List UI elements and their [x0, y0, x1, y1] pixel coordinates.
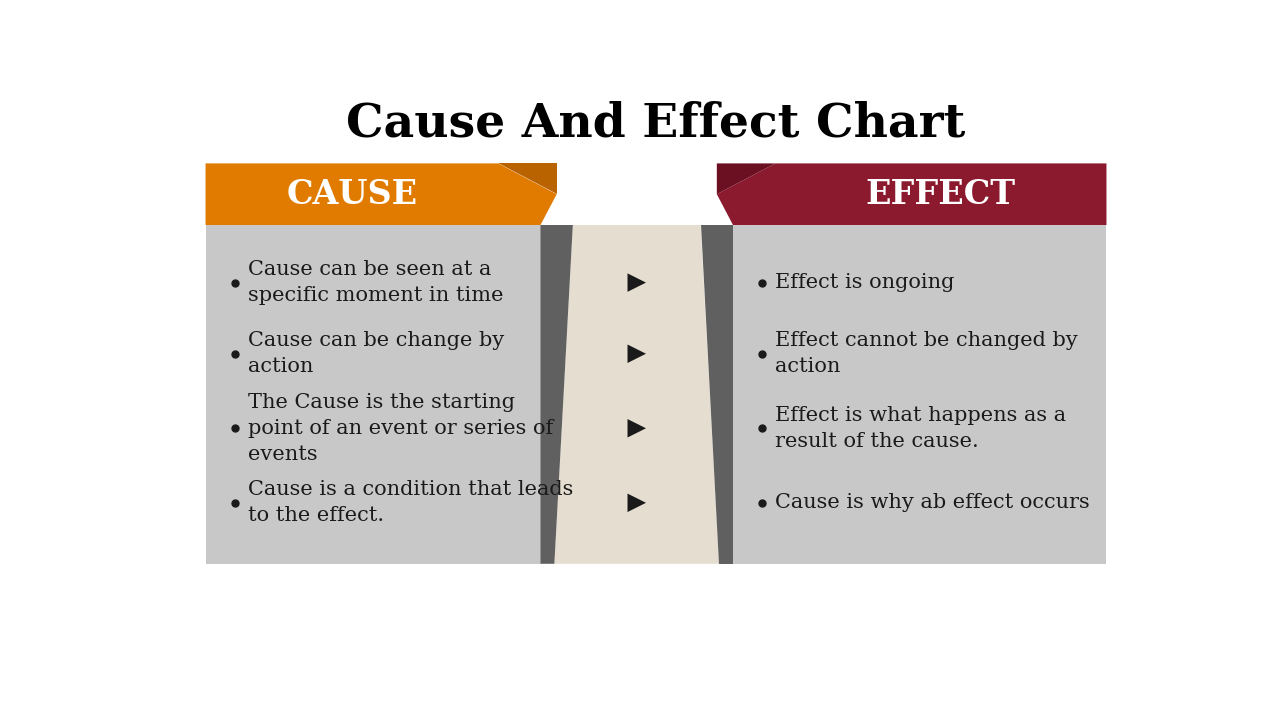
Text: The Cause is the starting
point of an event or series of
events: The Cause is the starting point of an ev… — [248, 393, 553, 464]
Text: Cause is a condition that leads
to the effect.: Cause is a condition that leads to the e… — [248, 480, 573, 525]
Text: CAUSE: CAUSE — [287, 178, 417, 211]
Polygon shape — [206, 225, 540, 564]
Polygon shape — [733, 225, 1106, 564]
Polygon shape — [627, 419, 646, 438]
Text: Cause can be seen at a
specific moment in time: Cause can be seen at a specific moment i… — [248, 260, 503, 305]
Polygon shape — [498, 163, 557, 194]
Text: Effect cannot be changed by
action: Effect cannot be changed by action — [776, 331, 1078, 376]
Polygon shape — [717, 163, 776, 194]
Polygon shape — [627, 494, 646, 512]
Text: Cause And Effect Chart: Cause And Effect Chart — [347, 100, 965, 146]
Text: Cause is why ab effect occurs: Cause is why ab effect occurs — [776, 493, 1091, 513]
Text: Cause can be change by
action: Cause can be change by action — [248, 331, 504, 376]
Polygon shape — [554, 225, 719, 564]
Polygon shape — [627, 344, 646, 363]
Polygon shape — [700, 225, 733, 564]
Polygon shape — [540, 225, 573, 564]
Text: EFFECT: EFFECT — [865, 178, 1016, 211]
Text: Effect is ongoing: Effect is ongoing — [776, 273, 955, 292]
Polygon shape — [206, 163, 557, 225]
Polygon shape — [627, 274, 646, 292]
Text: Effect is what happens as a
result of the cause.: Effect is what happens as a result of th… — [776, 406, 1066, 451]
Polygon shape — [717, 163, 1106, 225]
